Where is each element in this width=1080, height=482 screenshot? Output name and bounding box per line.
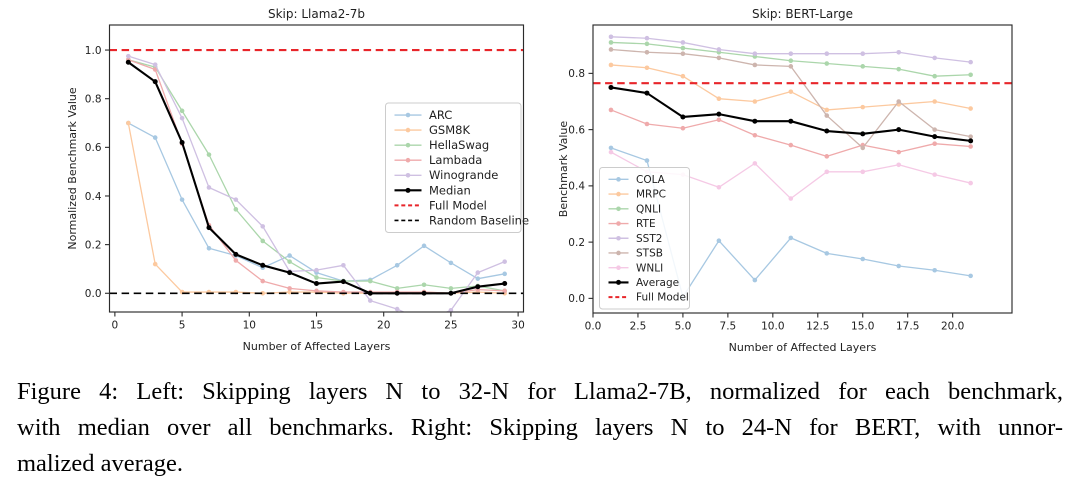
legend-label: RTE: [636, 218, 656, 230]
x-tick-label: 20.0: [941, 321, 964, 333]
legend-label: QNLI: [636, 203, 661, 215]
caption-line-3: malized average.: [17, 450, 183, 477]
right-chart: 0.0 2.5 5.0 7.5 10.0 12.5 15.0 17.5 20.0 Number o…: [557, 7, 1013, 354]
x-tick-label: 15: [310, 320, 323, 332]
legend-box: [385, 102, 522, 233]
y-tick-label: 0.8: [568, 68, 585, 80]
legend-box: [599, 167, 690, 310]
series-QNLI: [608, 40, 973, 79]
legend-label: Median: [429, 183, 471, 197]
legend-label: Winogrande: [429, 168, 498, 182]
x-axis-label: Number of Affected Layers: [729, 341, 877, 354]
y-tick-label: 0.8: [85, 93, 102, 105]
legend-entry-qnli: QNLI: [608, 203, 661, 215]
legend-entry-random-baseline: Random Baseline: [394, 213, 529, 227]
x-tick-label: 10: [243, 320, 256, 332]
legend-label: COLA: [636, 174, 666, 186]
legend-label: Average: [636, 277, 679, 289]
x-axis-label: Number of Affected Layers: [243, 340, 391, 353]
legend-entry-stsb: STSB: [608, 248, 663, 260]
x-tick-label: 2.5: [630, 321, 647, 333]
x-tick-label: 17.5: [896, 321, 919, 333]
series-STSB: [608, 47, 973, 151]
legend-label: MRPC: [636, 189, 666, 201]
legend-label: Full Model: [429, 198, 487, 212]
x-tick-label: 12.5: [806, 321, 829, 333]
legend-entry-gsm8k: GSM8K: [394, 123, 470, 137]
y-tick-label: 0.2: [85, 239, 102, 251]
legend-entry-hellaswag: HellaSwag: [394, 138, 489, 152]
legend-entry-median: Median: [394, 183, 471, 197]
x-tick-label: 7.5: [720, 321, 737, 333]
caption-line-1: Figure 4: Left: Skipping layers N to 32-…: [17, 378, 1063, 405]
x-tick-label: 25: [444, 320, 457, 332]
legend-entry-cola: COLA: [608, 174, 666, 186]
series-MRPC: [608, 62, 973, 113]
series-ARC: [126, 120, 507, 284]
y-tick-label: 0.0: [85, 288, 102, 300]
series-SST2: [608, 34, 973, 65]
legend-entry-wnli: WNLI: [608, 262, 663, 274]
y-tick-label: 0.6: [568, 124, 585, 136]
x-axis: 0.0 2.5 5.0 7.5 10.0 12.5 15.0 17.5 20.0 Number o…: [585, 313, 964, 354]
y-axis-label: Normalized Benchmark Value: [66, 87, 79, 249]
y-tick-label: 0.4: [568, 181, 585, 193]
legend-label: STSB: [636, 248, 663, 260]
y-tick-label: 1.0: [85, 45, 102, 57]
legend-entry-sst2: SST2: [608, 233, 662, 245]
y-tick-label: 0.2: [568, 237, 585, 249]
x-tick-label: 0.0: [585, 321, 602, 333]
series-COLA: [608, 145, 973, 300]
y-tick-label: 0.6: [85, 142, 102, 154]
series-Average: [608, 84, 974, 144]
x-tick-label: 15.0: [851, 321, 874, 333]
series-RTE: [608, 107, 973, 159]
x-tick-label: 30: [511, 320, 524, 332]
x-axis: 0 5 10 15 20 25 30 Number of Affected Layers: [112, 312, 525, 353]
x-tick-label: 5.0: [675, 321, 692, 333]
legend-entry-mrpc: MRPC: [608, 189, 666, 201]
caption-line-2: with median over all benchmarks. Right: …: [17, 414, 1063, 441]
series-Winogrande: [126, 53, 507, 312]
y-axis: 0.0 0.2 0.4 0.6 0.8 Benchmark Value: [557, 68, 593, 305]
legend-entry-full-model: Full Model: [394, 198, 487, 212]
legend-label: GSM8K: [429, 123, 470, 137]
x-tick-label: 20: [377, 320, 390, 332]
series-Median: [125, 59, 508, 296]
left-chart: 0 5 10 15 20 25 30 Number of Affected Layers 0.0…: [66, 7, 529, 353]
y-axis: 0.0 0.2 0.4 0.6 0.8 1.0 Normalized Benchmark V…: [66, 45, 110, 300]
x-tick-label: 10.0: [761, 321, 784, 333]
legend-entry-rte: RTE: [608, 218, 656, 230]
y-tick-label: 0.0: [568, 293, 585, 305]
legend-entry-full-model: Full Model: [608, 292, 689, 304]
legend: ARCGSM8KHellaSwagLambadaWinograndeMedian…: [385, 102, 529, 233]
legend-label: Random Baseline: [429, 213, 529, 227]
plot-area: [109, 49, 524, 312]
plot-border: [592, 24, 1013, 314]
legend: COLA MRPC QNLI RTE SST2 STSB WNLI Average Full M…: [599, 167, 690, 310]
legend-entry-arc: ARC: [394, 108, 452, 122]
legend-label: HellaSwag: [429, 138, 489, 152]
legend-entry-lambada: Lambada: [394, 153, 482, 167]
figure-caption: Figure 4: Left: Skipping layers N to 32-…: [17, 374, 1063, 482]
legend-label: Lambada: [429, 153, 482, 167]
y-tick-label: 0.4: [85, 191, 102, 203]
legend-label: WNLI: [636, 262, 663, 274]
legend-entry-average: Average: [608, 277, 679, 289]
chart-title: Skip: Llama2-7b: [268, 7, 365, 21]
legend-label: SST2: [636, 233, 662, 245]
y-axis-label: Benchmark Value: [557, 121, 570, 218]
chart-title: Skip: BERT-Large: [752, 7, 853, 21]
x-tick-label: 5: [179, 320, 186, 332]
legend-label: ARC: [429, 108, 452, 122]
legend-entry-winogrande: Winogrande: [394, 168, 498, 182]
legend-label: Full Model: [636, 292, 689, 304]
x-tick-label: 0: [112, 320, 119, 332]
